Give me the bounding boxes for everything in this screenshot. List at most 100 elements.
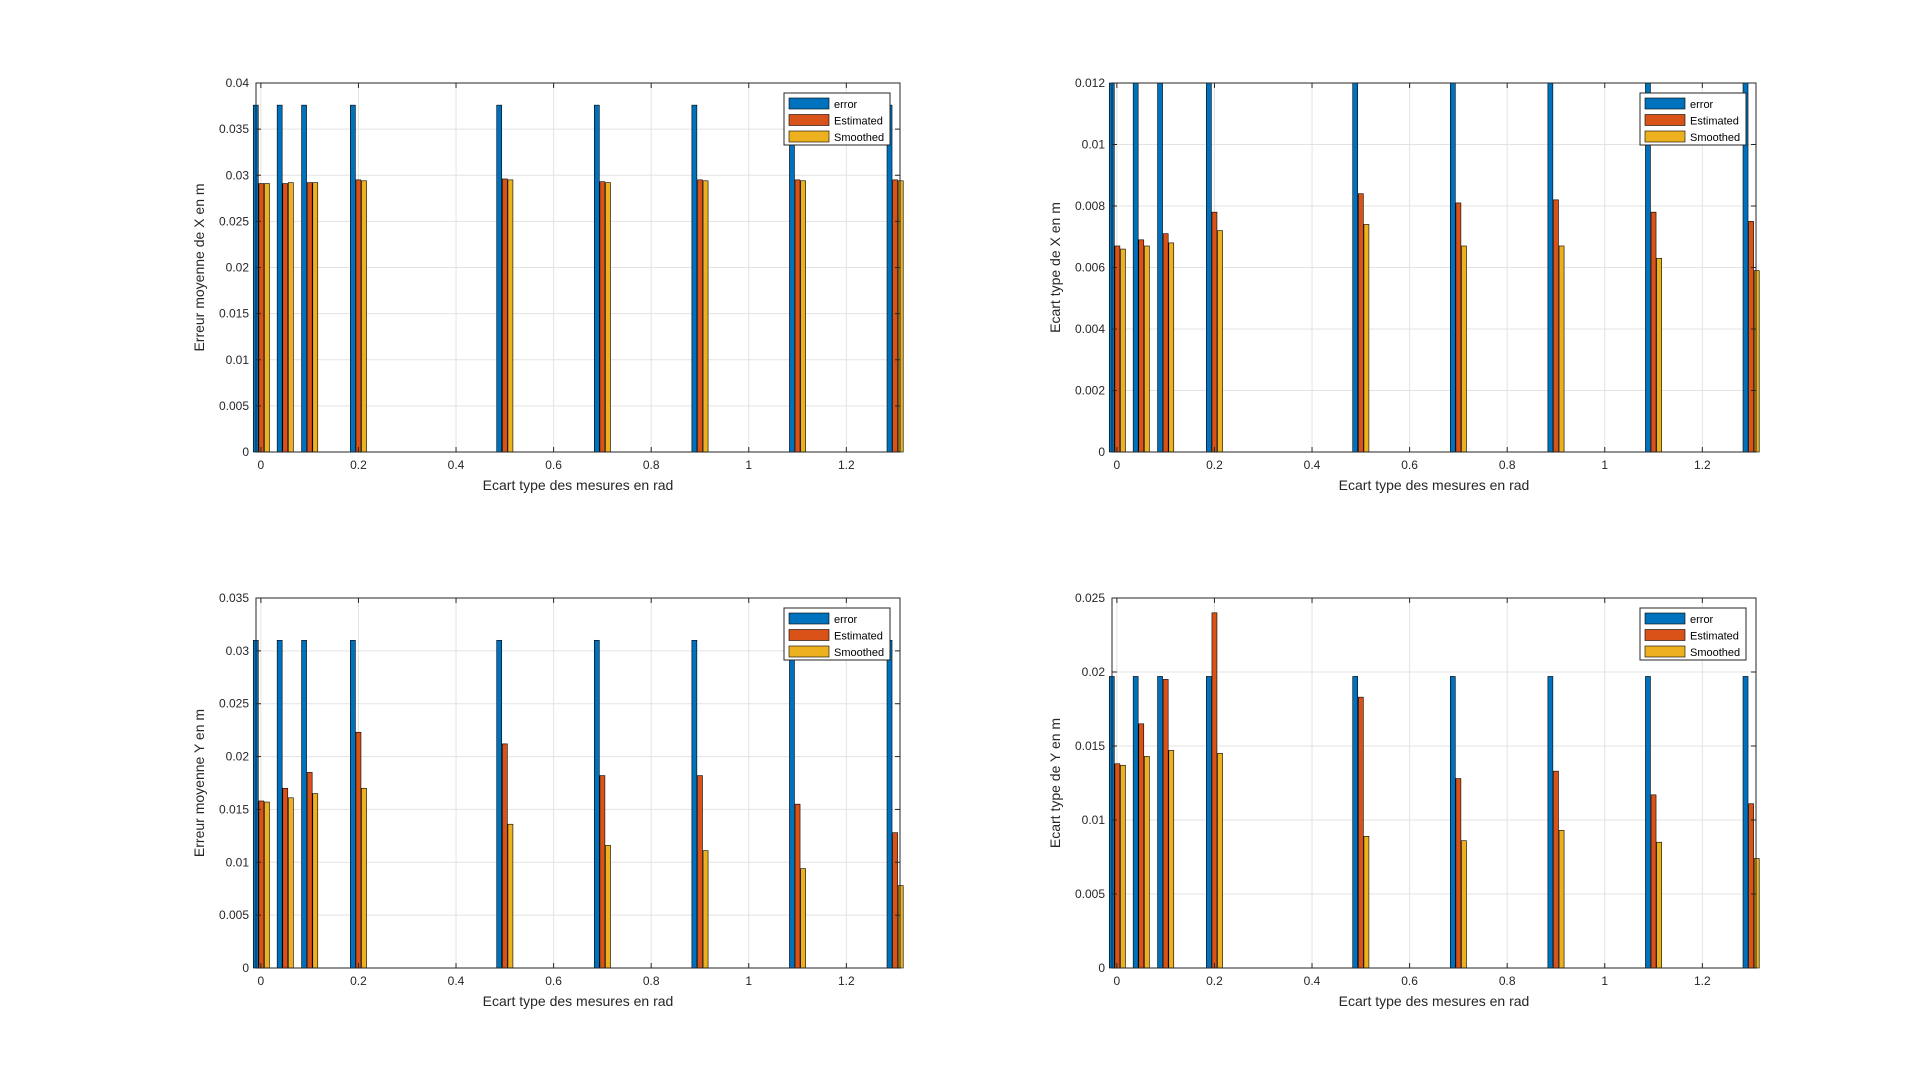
chart-3-bar-smoothed-7: Smoothed: 0.0111 bbox=[702, 850, 709, 969]
chart-3-bar-error-4: error: 0.031 bbox=[350, 639, 356, 969]
chart-1-bar-estimated-8: Estimated: 0.0295 bbox=[794, 179, 801, 453]
chart-2-y-tick-label: 0 bbox=[1098, 445, 1105, 459]
chart-4-legend-entry-estimated: Estimated bbox=[1690, 631, 1739, 643]
chart-2-bar-smoothed-5: Smoothed: 0.0074 bbox=[1363, 224, 1370, 453]
chart-2-legend-entry-smoothed: Smoothed bbox=[1690, 132, 1740, 144]
chart-3-bar-estimated-6: Estimated: 0.0182 bbox=[599, 775, 606, 969]
chart-3-x-tick-label: 0.2 bbox=[350, 974, 367, 988]
chart-2-bar-estimated-9: Estimated: 0.0075 bbox=[1748, 221, 1754, 453]
chart-1-legend-entry-error: error bbox=[834, 99, 858, 111]
chart-2-bar-error-2: error: 0.012 bbox=[1132, 82, 1139, 453]
chart-2-bar-error-5: error: 0.012 bbox=[1352, 82, 1359, 453]
chart-2-bar-estimated-7: Estimated: 0.0082 bbox=[1553, 199, 1559, 453]
chart-2-y-tick-label: 0.006 bbox=[1075, 261, 1105, 275]
chart-2-bar-smoothed-1: Smoothed: 0.0066 bbox=[1120, 248, 1126, 453]
chart-1-y-tick-label: 0.015 bbox=[219, 307, 249, 321]
chart-4-y-tick-label: 0.015 bbox=[1075, 739, 1105, 753]
chart-1-y-tick-label: 0.04 bbox=[226, 76, 250, 90]
chart-1-legend-entry-smoothed: Smoothed bbox=[834, 132, 884, 144]
chart-4-bar-smoothed-3: Smoothed: 0.0147 bbox=[1168, 750, 1175, 969]
chart-1-bar-estimated-3: Estimated: 0.0292 bbox=[306, 182, 313, 453]
chart-2-bar-smoothed-2: Smoothed: 0.0067 bbox=[1144, 245, 1150, 453]
chart-2-legend: error Estimated Smoothed bbox=[1639, 92, 1747, 146]
chart-1-x-axis-label: Ecart type des mesures en rad bbox=[483, 477, 674, 493]
chart-3-legend-entry-error: error bbox=[834, 614, 858, 626]
chart-2-bar-estimated-5: Estimated: 0.0084 bbox=[1358, 193, 1364, 453]
chart-2-bar-estimated-2: Estimated: 0.0069 bbox=[1138, 239, 1145, 453]
chart-1-bar-smoothed-1: Smoothed: 0.0291 bbox=[264, 183, 270, 453]
chart-1-bar-smoothed-4: Smoothed: 0.0294 bbox=[361, 180, 367, 453]
chart-4-y-tick-label: 0.01 bbox=[1082, 813, 1106, 827]
chart-1-bar-error-5: error: 0.0376 bbox=[496, 104, 503, 453]
chart-2-bar-estimated-6: Estimated: 0.0081 bbox=[1455, 202, 1462, 453]
chart-2-x-tick-label: 0.6 bbox=[1401, 458, 1418, 472]
chart-1-bar-error-7: error: 0.0376 bbox=[691, 104, 698, 453]
chart-2-x-tick-label: 1.2 bbox=[1694, 458, 1711, 472]
chart-4-x-tick-label: 0.4 bbox=[1304, 974, 1321, 988]
chart-2-y-tick-label: 0.01 bbox=[1082, 138, 1106, 152]
chart-1-bar-error-9: error: 0.0376 bbox=[886, 104, 893, 453]
chart-1-legend: error Estimated Smoothed bbox=[783, 92, 891, 146]
chart-3-bar-estimated-9: Estimated: 0.0128 bbox=[892, 832, 898, 969]
chart-3-bar-error-8: error: 0.031 bbox=[789, 639, 795, 969]
chart-2-bar-smoothed-3: Smoothed: 0.0068 bbox=[1168, 242, 1175, 453]
chart-4-bar-smoothed-9: Smoothed: 0.0074 bbox=[1753, 858, 1760, 969]
chart-4-bar-estimated-6: Estimated: 0.0128 bbox=[1455, 778, 1462, 969]
chart-3-bar-smoothed-5: Smoothed: 0.0136 bbox=[507, 823, 514, 969]
chart-2-bar-error-4: error: 0.012 bbox=[1206, 82, 1212, 453]
chart-3-x-tick-label: 0 bbox=[258, 974, 265, 988]
chart-3-y-tick-label: 0.015 bbox=[219, 802, 249, 816]
chart-4-legend-entry-smoothed: Smoothed bbox=[1690, 647, 1740, 659]
chart-4-x-tick-label: 1 bbox=[1601, 974, 1608, 988]
chart-2-x-tick-label: 0.4 bbox=[1304, 458, 1321, 472]
chart-3-bar-error-3: error: 0.031 bbox=[301, 639, 307, 969]
chart-2-bar-smoothed-8: Smoothed: 0.0063 bbox=[1656, 257, 1662, 453]
chart-3-bar-estimated-8: Estimated: 0.0155 bbox=[794, 803, 801, 969]
chart-4-bar-smoothed-6: Smoothed: 0.0086 bbox=[1461, 840, 1467, 969]
chart-2-x-tick-label: 0 bbox=[1114, 458, 1121, 472]
chart-1-bar-estimated-6: Estimated: 0.0293 bbox=[599, 181, 606, 453]
chart-2-x-tick-label: 0.8 bbox=[1499, 458, 1516, 472]
chart-3-bar-smoothed-1: Smoothed: 0.0157 bbox=[264, 801, 270, 969]
chart-3-y-tick-label: 0.035 bbox=[219, 591, 249, 605]
chart-4-bar-smoothed-4: Smoothed: 0.0145 bbox=[1217, 753, 1223, 969]
chart-4-x-tick-label: 0.8 bbox=[1499, 974, 1516, 988]
chart-2-bar-smoothed-4: Smoothed: 0.0072 bbox=[1217, 230, 1223, 453]
chart-1-legend-entry-estimated: Estimated bbox=[834, 116, 883, 128]
chart-2: error: 0.012Estimated: 0.0067Smoothed: 0… bbox=[1047, 76, 1760, 493]
chart-4-legend-swatch-error bbox=[1644, 612, 1686, 625]
chart-3-bar-error-7: error: 0.031 bbox=[691, 639, 698, 969]
chart-3-bar-smoothed-6: Smoothed: 0.0116 bbox=[605, 845, 611, 969]
chart-4-bar-error-8: error: 0.0197 bbox=[1645, 676, 1651, 969]
chart-4-legend-entry-error: error bbox=[1690, 614, 1714, 626]
chart-1-legend-swatch-smoothed bbox=[788, 130, 830, 143]
chart-2-y-tick-label: 0.004 bbox=[1075, 322, 1105, 336]
chart-1-bar-estimated-9: Estimated: 0.0295 bbox=[892, 179, 898, 453]
chart-2-bar-smoothed-6: Smoothed: 0.0067 bbox=[1461, 245, 1467, 453]
chart-4-bar-smoothed-8: Smoothed: 0.0085 bbox=[1656, 841, 1662, 969]
chart-1-x-tick-label: 1 bbox=[745, 458, 752, 472]
chart-4-y-tick-label: 0 bbox=[1098, 961, 1105, 975]
chart-1-bar-error-6: error: 0.0376 bbox=[593, 104, 600, 453]
chart-1-legend-swatch-error bbox=[788, 97, 830, 110]
chart-2-x-tick-label: 1 bbox=[1601, 458, 1608, 472]
chart-4-bar-estimated-3: Estimated: 0.0195 bbox=[1162, 679, 1169, 969]
chart-1-bar-error-8: error: 0.0376 bbox=[789, 104, 795, 453]
chart-1-y-tick-label: 0.02 bbox=[226, 261, 250, 275]
chart-2-y-axis-label: Ecart type de X en m bbox=[1047, 202, 1063, 333]
chart-3-bar-smoothed-2: Smoothed: 0.0161 bbox=[288, 797, 294, 969]
chart-3-bar-error-5: error: 0.031 bbox=[496, 639, 503, 969]
chart-1-x-tick-label: 0.2 bbox=[350, 458, 367, 472]
chart-4-y-axis-label: Ecart type de Y en m bbox=[1047, 718, 1063, 848]
chart-4-bar-error-9: error: 0.0197 bbox=[1742, 676, 1749, 969]
chart-2-bar-estimated-1: Estimated: 0.0067 bbox=[1114, 245, 1121, 453]
chart-4-bar-estimated-8: Estimated: 0.0117 bbox=[1650, 794, 1657, 969]
chart-4-bar-error-6: error: 0.0197 bbox=[1449, 676, 1456, 969]
chart-1-bar-smoothed-7: Smoothed: 0.0294 bbox=[702, 180, 709, 453]
chart-4-x-tick-label: 1.2 bbox=[1694, 974, 1711, 988]
chart-2-bar-error-6: error: 0.012 bbox=[1449, 82, 1456, 453]
chart-2-bar-error-7: error: 0.012 bbox=[1547, 82, 1554, 453]
chart-4-bar-error-4: error: 0.0197 bbox=[1206, 676, 1212, 969]
chart-3-legend-entry-smoothed: Smoothed bbox=[834, 647, 884, 659]
